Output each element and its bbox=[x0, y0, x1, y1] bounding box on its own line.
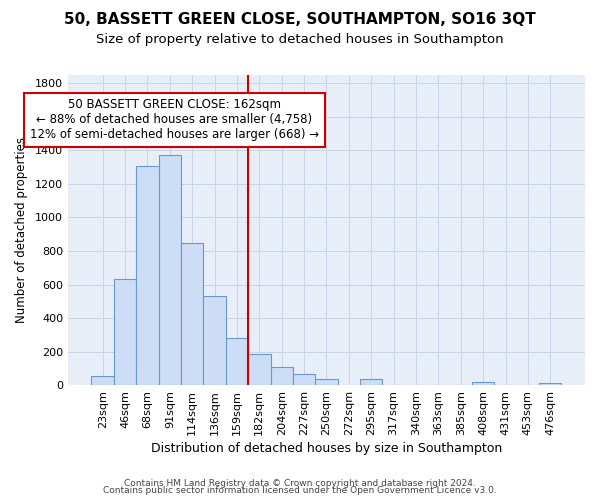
Bar bbox=[248, 354, 271, 385]
Text: Contains HM Land Registry data © Crown copyright and database right 2024.: Contains HM Land Registry data © Crown c… bbox=[124, 478, 476, 488]
Bar bbox=[136, 166, 158, 385]
Bar bbox=[360, 379, 382, 385]
Bar bbox=[91, 376, 114, 385]
Text: Contains public sector information licensed under the Open Government Licence v3: Contains public sector information licen… bbox=[103, 486, 497, 495]
Bar bbox=[158, 156, 181, 385]
Bar bbox=[203, 296, 226, 385]
Bar bbox=[293, 374, 315, 385]
Bar bbox=[181, 242, 203, 385]
Bar bbox=[114, 278, 136, 385]
Bar bbox=[315, 378, 338, 385]
Text: Size of property relative to detached houses in Southampton: Size of property relative to detached ho… bbox=[96, 32, 504, 46]
Text: 50, BASSETT GREEN CLOSE, SOUTHAMPTON, SO16 3QT: 50, BASSETT GREEN CLOSE, SOUTHAMPTON, SO… bbox=[64, 12, 536, 28]
Bar bbox=[539, 382, 562, 385]
Bar bbox=[271, 367, 293, 385]
X-axis label: Distribution of detached houses by size in Southampton: Distribution of detached houses by size … bbox=[151, 442, 502, 455]
Bar bbox=[472, 382, 494, 385]
Bar bbox=[226, 338, 248, 385]
Text: 50 BASSETT GREEN CLOSE: 162sqm
← 88% of detached houses are smaller (4,758)
12% : 50 BASSETT GREEN CLOSE: 162sqm ← 88% of … bbox=[29, 98, 319, 142]
Y-axis label: Number of detached properties: Number of detached properties bbox=[15, 137, 28, 323]
